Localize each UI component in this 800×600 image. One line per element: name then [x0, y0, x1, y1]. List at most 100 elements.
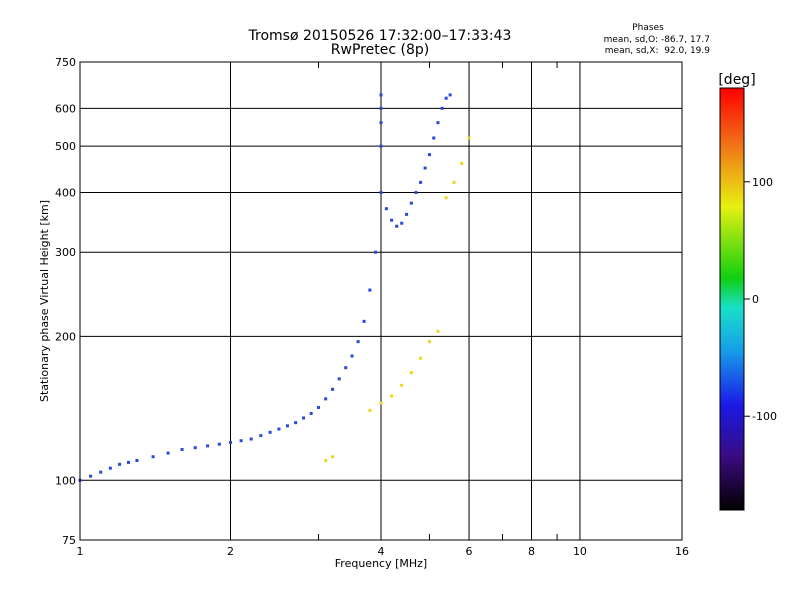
data-point — [390, 394, 394, 398]
colorbar-tick-label: -100 — [752, 410, 777, 423]
phase-header: Phases — [632, 23, 664, 33]
data-point — [331, 455, 335, 459]
data-point — [390, 218, 394, 222]
data-point — [126, 460, 130, 464]
data-point — [423, 166, 427, 170]
data-point — [436, 121, 440, 125]
colorbar-tick-labels: 100 0 -100 — [744, 176, 777, 423]
data-point — [135, 458, 139, 462]
data-point — [309, 411, 313, 415]
colorbar-tick-label: 100 — [752, 176, 773, 189]
data-point — [467, 136, 471, 140]
x-tick-label: 2 — [227, 545, 234, 558]
phase-line-x: mean, sd,X: 92.0, 19.9 — [605, 46, 711, 56]
data-point — [405, 212, 409, 216]
x-tick-label: 4 — [378, 545, 385, 558]
x-tick-label: 1 — [77, 545, 84, 558]
data-point — [400, 221, 404, 225]
data-point — [362, 319, 366, 323]
o-mode-scatter — [78, 93, 452, 482]
data-point — [239, 439, 243, 443]
data-point — [331, 387, 335, 391]
data-point — [180, 447, 184, 451]
plot-grid — [79, 61, 683, 541]
data-point — [409, 201, 413, 205]
data-point — [427, 153, 431, 157]
data-point — [166, 451, 170, 455]
data-point — [379, 190, 383, 194]
y-tick-labels: 75 100 200 300 400 500 600 750 — [55, 56, 76, 547]
data-point — [249, 437, 253, 441]
data-point — [384, 207, 388, 211]
y-tick-label: 300 — [55, 246, 76, 259]
data-point — [409, 371, 413, 375]
data-point — [302, 416, 306, 420]
data-point — [414, 190, 418, 194]
data-point — [440, 106, 444, 110]
data-point — [395, 224, 399, 228]
y-tick-label: 75 — [62, 534, 76, 547]
y-tick-label: 200 — [55, 330, 76, 343]
data-point — [444, 96, 448, 100]
data-point — [337, 377, 341, 381]
plot-frame — [79, 61, 683, 541]
data-point — [374, 250, 378, 254]
data-point — [368, 288, 372, 292]
x-tick-label: 6 — [466, 545, 473, 558]
data-point — [294, 421, 298, 425]
y-tick-label: 600 — [55, 102, 76, 115]
data-point — [356, 340, 360, 344]
y-tick-label: 750 — [55, 56, 76, 69]
data-point — [108, 466, 112, 470]
colorbar-label: [deg] — [718, 72, 755, 88]
data-point — [379, 401, 383, 405]
x-tick-labels: 1 2 4 6 8 10 16 — [77, 545, 690, 558]
phase-line-o: mean, sd,O: -86.7, 17.7 — [604, 35, 710, 45]
data-point — [324, 397, 328, 401]
data-point — [436, 329, 440, 333]
data-point — [324, 458, 328, 462]
x-tick-label: 16 — [675, 545, 689, 558]
data-point — [419, 356, 423, 360]
data-point — [379, 144, 383, 148]
data-point — [452, 180, 456, 184]
data-point — [427, 340, 431, 344]
data-point — [379, 93, 383, 97]
data-point — [379, 106, 383, 110]
data-point — [229, 440, 232, 444]
y-axis-label: Stationary phase Virtual Height [km] — [38, 200, 51, 402]
data-point — [419, 180, 423, 184]
data-point — [448, 93, 452, 97]
colorbar — [719, 87, 745, 511]
x-tick-label: 10 — [573, 545, 587, 558]
x-tick-label: 8 — [528, 545, 535, 558]
data-point — [206, 444, 210, 448]
data-point — [317, 405, 321, 409]
data-point — [285, 424, 289, 428]
data-point — [350, 354, 354, 358]
data-point — [118, 462, 122, 466]
data-point — [379, 121, 383, 125]
x-axis-label: Frequency [MHz] — [335, 557, 427, 570]
x-mode-scatter — [324, 136, 471, 462]
data-point — [217, 442, 221, 446]
data-point — [259, 434, 263, 438]
data-point — [400, 383, 404, 387]
data-point — [368, 408, 372, 412]
data-point — [344, 366, 348, 370]
y-tick-label: 100 — [55, 474, 76, 487]
data-point — [268, 430, 272, 434]
colorbar-tick-label: 0 — [752, 293, 759, 306]
data-point — [99, 470, 103, 474]
data-point — [444, 196, 448, 200]
data-point — [151, 455, 155, 459]
chart-subtitle: RwPretec (8p) — [331, 42, 429, 58]
chart-title: Tromsø 20150526 17:32:00–17:33:43 — [248, 28, 512, 44]
data-point — [460, 161, 464, 165]
y-tick-label: 500 — [55, 140, 76, 153]
data-point — [193, 446, 197, 450]
data-point — [277, 427, 281, 431]
y-tick-label: 400 — [55, 186, 76, 199]
data-point — [89, 474, 93, 478]
